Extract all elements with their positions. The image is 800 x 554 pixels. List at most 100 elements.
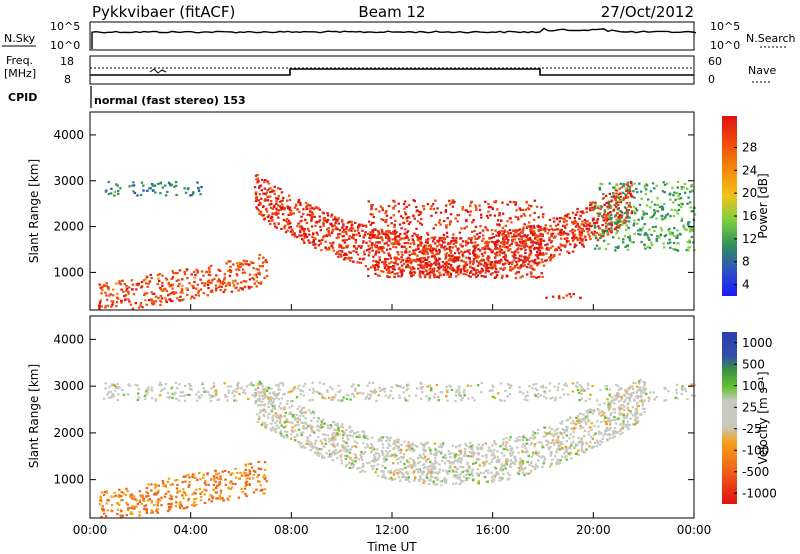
echo-cell bbox=[263, 474, 266, 477]
echo-cell bbox=[543, 228, 546, 231]
y-tick-label: 4000 bbox=[53, 128, 84, 142]
echo-cell bbox=[310, 220, 313, 223]
echo-cell bbox=[648, 246, 652, 249]
echo-cell bbox=[139, 302, 143, 305]
echo-cell bbox=[523, 214, 527, 217]
echo-cell bbox=[124, 294, 128, 297]
echo-cell bbox=[241, 287, 244, 290]
echo-cell bbox=[174, 184, 178, 187]
echo-cell bbox=[247, 285, 251, 288]
echo-cell bbox=[277, 222, 280, 226]
echo-cell bbox=[280, 227, 283, 230]
echo-cell bbox=[601, 413, 604, 416]
echo-cell bbox=[430, 205, 433, 208]
echo-cell bbox=[417, 237, 420, 240]
echo-cell bbox=[383, 264, 386, 267]
echo-cell bbox=[260, 197, 263, 200]
echo-cell bbox=[676, 180, 680, 183]
echo-cell bbox=[540, 227, 543, 231]
echo-cell bbox=[265, 387, 269, 390]
echo-cell bbox=[556, 427, 559, 430]
echo-cell bbox=[436, 245, 439, 248]
echo-cell bbox=[297, 424, 300, 427]
echo-cell bbox=[403, 245, 406, 248]
echo-cell bbox=[435, 454, 438, 457]
echo-cell bbox=[585, 227, 588, 230]
echo-cell bbox=[337, 236, 340, 239]
echo-cell bbox=[669, 246, 672, 249]
echo-cell bbox=[467, 455, 470, 458]
echo-cell bbox=[400, 443, 403, 446]
echo-cell bbox=[178, 504, 181, 508]
echo-cell bbox=[113, 194, 116, 197]
echo-cell bbox=[663, 191, 666, 194]
echo-cell bbox=[362, 235, 365, 238]
echo-cell bbox=[265, 208, 268, 211]
echo-cell bbox=[671, 186, 674, 189]
echo-cell bbox=[572, 431, 575, 434]
echo-cell bbox=[224, 284, 228, 288]
echo-cell bbox=[230, 480, 233, 483]
echo-cell bbox=[598, 247, 602, 250]
echo-cell bbox=[352, 233, 355, 236]
echo-cell bbox=[258, 253, 261, 257]
echo-cell bbox=[290, 433, 293, 436]
echo-cell bbox=[473, 235, 476, 238]
echo-cell bbox=[529, 271, 532, 274]
echo-cell bbox=[394, 204, 397, 207]
echo-cell bbox=[377, 457, 380, 460]
echo-cell bbox=[691, 229, 694, 232]
echo-cell bbox=[505, 245, 508, 248]
echo-cell bbox=[367, 274, 370, 278]
echo-cell bbox=[302, 445, 305, 448]
echo-cell bbox=[346, 434, 350, 437]
echo-cell bbox=[521, 442, 525, 445]
echo-cell bbox=[632, 241, 635, 244]
echo-cell bbox=[175, 279, 178, 282]
echo-cell bbox=[393, 446, 396, 450]
echo-cell bbox=[626, 423, 630, 426]
echo-cell bbox=[511, 268, 514, 271]
echo-cell bbox=[368, 247, 371, 250]
echo-cell bbox=[98, 307, 101, 310]
echo-cell bbox=[628, 188, 631, 191]
echo-cell bbox=[454, 453, 457, 456]
echo-cell bbox=[483, 475, 487, 479]
echo-cell bbox=[534, 463, 537, 466]
echo-cell bbox=[400, 455, 403, 459]
echo-cell bbox=[564, 226, 567, 229]
echo-cell bbox=[223, 281, 226, 284]
echo-cell bbox=[537, 441, 540, 444]
echo-cell bbox=[231, 482, 234, 485]
echo-cell bbox=[579, 234, 582, 237]
echo-cell bbox=[188, 476, 191, 479]
echo-cell bbox=[616, 221, 619, 224]
echo-cell bbox=[612, 399, 616, 402]
echo-cell bbox=[167, 294, 170, 297]
echo-cell bbox=[230, 486, 234, 489]
echo-cell bbox=[252, 261, 255, 264]
echo-cell bbox=[177, 278, 180, 282]
echo-cell bbox=[258, 394, 261, 397]
echo-cell bbox=[496, 261, 499, 264]
echo-cell bbox=[596, 408, 599, 411]
echo-cell bbox=[219, 281, 223, 284]
echo-cell bbox=[499, 247, 502, 250]
echo-cell bbox=[586, 230, 590, 233]
echo-cell bbox=[476, 256, 479, 259]
velocity-data-layer bbox=[99, 378, 697, 518]
echo-cell bbox=[521, 445, 524, 448]
echo-cell bbox=[347, 451, 350, 454]
echo-cell bbox=[211, 497, 214, 500]
echo-cell bbox=[468, 446, 471, 449]
echo-cell bbox=[493, 439, 496, 443]
echo-cell bbox=[182, 490, 185, 494]
echo-cell bbox=[371, 236, 375, 239]
echo-cell bbox=[397, 253, 400, 256]
echo-cell bbox=[395, 256, 398, 259]
echo-cell bbox=[514, 272, 517, 275]
echo-cell bbox=[451, 444, 455, 447]
echo-cell bbox=[268, 203, 271, 206]
echo-cell bbox=[228, 269, 232, 272]
echo-cell bbox=[176, 483, 179, 486]
